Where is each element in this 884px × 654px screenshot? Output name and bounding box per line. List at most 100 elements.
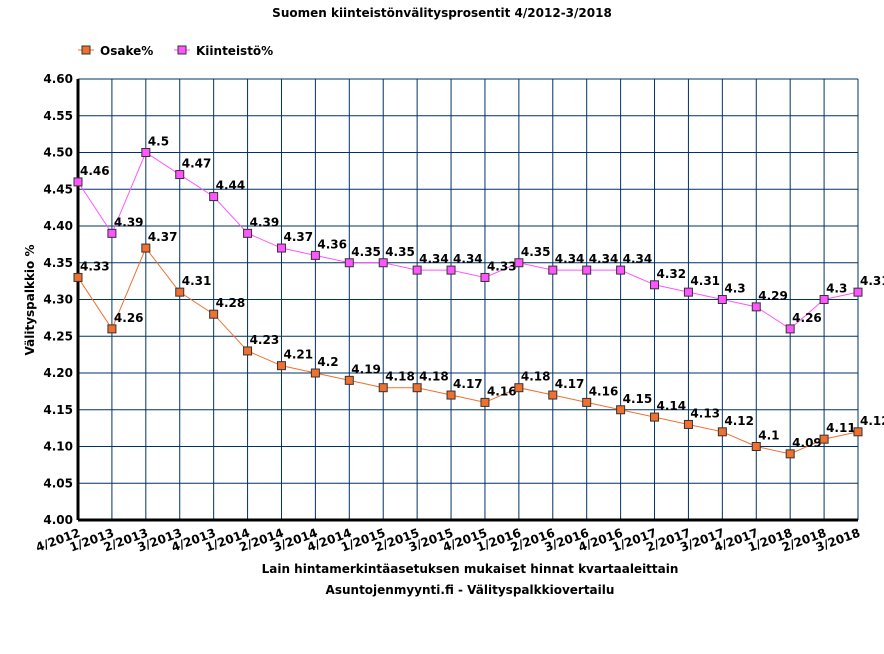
data-label: 4.18 <box>419 370 449 384</box>
y-tick-label: 4.35 <box>43 256 73 270</box>
data-point <box>73 272 83 282</box>
data-label: 4.1 <box>758 429 779 443</box>
data-point <box>175 287 185 297</box>
data-label: 4.11 <box>826 421 856 435</box>
data-label: 4.29 <box>758 289 788 303</box>
y-axis-label: Välityspalkkio % <box>23 245 37 356</box>
data-point <box>785 324 795 334</box>
data-label: 4.33 <box>487 259 517 273</box>
legend-label: Kiinteistö% <box>196 44 273 58</box>
data-label: 4.34 <box>453 252 483 266</box>
data-point <box>412 383 422 393</box>
data-point <box>344 375 354 385</box>
data-label: 4.47 <box>182 157 212 171</box>
legend-marker <box>177 45 187 55</box>
data-point <box>310 368 320 378</box>
data-label: 4.32 <box>657 267 687 281</box>
data-label: 4.39 <box>114 215 144 229</box>
y-tick-label: 4.15 <box>43 403 73 417</box>
data-label: 4.34 <box>419 252 449 266</box>
data-point <box>276 361 286 371</box>
legend-marker <box>81 45 91 55</box>
data-label: 4.23 <box>250 333 280 347</box>
data-point <box>209 192 219 202</box>
chart-title: Suomen kiinteistönvälitysprosentit 4/201… <box>272 6 612 20</box>
data-label: 4.16 <box>487 384 517 398</box>
data-point <box>582 397 592 407</box>
data-label: 4.35 <box>385 245 415 259</box>
data-label: 4.26 <box>792 311 822 325</box>
data-label: 4.18 <box>385 370 415 384</box>
data-point <box>243 346 253 356</box>
y-tick-label: 4.05 <box>43 476 73 490</box>
y-tick-label: 4.30 <box>43 293 73 307</box>
data-label: 4.09 <box>792 436 822 450</box>
data-point <box>751 302 761 312</box>
data-point <box>751 442 761 451</box>
data-point <box>141 243 151 253</box>
y-tick-label: 4.20 <box>43 366 73 380</box>
data-point <box>276 243 286 253</box>
data-point <box>616 405 626 415</box>
data-point <box>480 272 490 282</box>
data-label: 4.12 <box>724 414 754 428</box>
series-layer: 4.33 4.26 4.37 4.31 4.28 4.234.21 4.2 4.19 4.18 4… <box>73 135 884 459</box>
data-label: 4.44 <box>216 179 246 193</box>
data-point <box>446 265 456 275</box>
data-point <box>650 412 660 422</box>
data-label: 4.31 <box>690 274 720 288</box>
data-label: 4.46 <box>80 164 110 178</box>
data-point <box>514 383 524 393</box>
data-label: 4.5 <box>148 135 169 149</box>
data-label: 4.33 <box>80 259 110 273</box>
x-axis-label: Lain hintamerkintäasetuksen mukaiset hin… <box>262 562 679 576</box>
data-label: 4.17 <box>555 377 585 391</box>
y-tick-label: 4.25 <box>43 329 73 343</box>
data-label: 4.18 <box>521 370 551 384</box>
legend: Osake% Kiinteistö% <box>78 44 273 58</box>
data-label: 4.37 <box>148 230 178 244</box>
data-label: 4.12 <box>860 414 884 428</box>
series-line-0 <box>77 247 859 455</box>
legend-label: Osake% <box>100 44 153 58</box>
data-label: 4.17 <box>453 377 483 391</box>
data-point <box>175 170 185 180</box>
data-point <box>107 228 117 238</box>
data-point <box>819 295 829 304</box>
data-point <box>853 427 863 437</box>
data-label: 4.34 <box>555 252 585 266</box>
series-line-1 <box>77 151 859 330</box>
data-point <box>819 434 829 444</box>
data-point <box>378 383 388 393</box>
data-label: 4.19 <box>351 362 381 376</box>
y-tick-label: 4.40 <box>43 219 73 233</box>
data-point <box>514 258 524 268</box>
data-point <box>107 324 117 334</box>
data-label: 4.15 <box>623 392 653 406</box>
data-label: 4.21 <box>283 348 313 362</box>
data-point <box>73 177 83 187</box>
data-point <box>243 228 253 238</box>
data-label: 4.3 <box>724 282 745 296</box>
data-label: 4.35 <box>351 245 381 259</box>
data-point <box>785 449 795 459</box>
data-label: 4.28 <box>216 296 246 310</box>
data-label: 4.16 <box>589 384 619 398</box>
data-point <box>683 419 693 429</box>
data-label: 4.35 <box>521 245 551 259</box>
data-label: 4.26 <box>114 311 144 325</box>
data-point <box>717 295 727 304</box>
data-point <box>141 148 151 157</box>
data-label: 4.3 <box>826 282 847 296</box>
data-point <box>717 427 727 437</box>
data-point <box>582 265 592 275</box>
data-label: 4.39 <box>250 215 280 229</box>
data-label: 4.31 <box>860 274 884 288</box>
data-point <box>378 258 388 268</box>
data-label: 4.13 <box>690 406 720 420</box>
data-point <box>650 280 660 290</box>
data-label: 4.2 <box>317 355 338 369</box>
data-point <box>209 309 219 319</box>
y-tick-label: 4.60 <box>43 72 73 86</box>
footer-source: Asuntojenmyynti.fi - Välityspalkkioverta… <box>326 583 615 597</box>
